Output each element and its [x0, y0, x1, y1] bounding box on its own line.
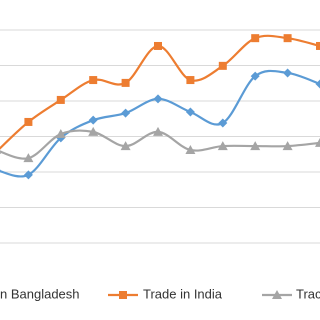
marker: [218, 61, 227, 70]
legend-label: n Bangladesh: [0, 286, 80, 301]
marker: [315, 137, 320, 147]
marker: [0, 169, 1, 171]
marker: [250, 141, 261, 151]
legend-marker: [272, 290, 282, 299]
marker: [89, 76, 98, 85]
marker: [283, 68, 293, 78]
marker: [217, 141, 228, 151]
marker: [315, 79, 320, 89]
marker: [55, 129, 66, 139]
marker: [185, 107, 195, 117]
marker: [56, 95, 65, 104]
marker: [23, 153, 34, 163]
legend-marker: [119, 291, 127, 299]
marker: [88, 115, 98, 125]
marker: [153, 126, 163, 136]
marker: [23, 170, 33, 180]
marker: [121, 78, 130, 87]
marker: [316, 41, 320, 50]
marker: [88, 126, 99, 136]
legend-label: Trade in India: [143, 286, 223, 301]
marker: [218, 118, 228, 128]
legend-label: Trac: [296, 286, 320, 301]
marker: [250, 71, 260, 81]
marker: [24, 117, 33, 126]
marker: [283, 34, 292, 43]
marker: [251, 34, 260, 43]
series-line: [0, 69, 320, 178]
marker: [186, 76, 195, 85]
marker: [121, 108, 131, 118]
marker: [154, 41, 162, 50]
marker: [282, 141, 293, 151]
marker: [120, 141, 131, 151]
marker: [185, 144, 196, 154]
marker: [0, 152, 1, 154]
marker: [153, 94, 163, 104]
